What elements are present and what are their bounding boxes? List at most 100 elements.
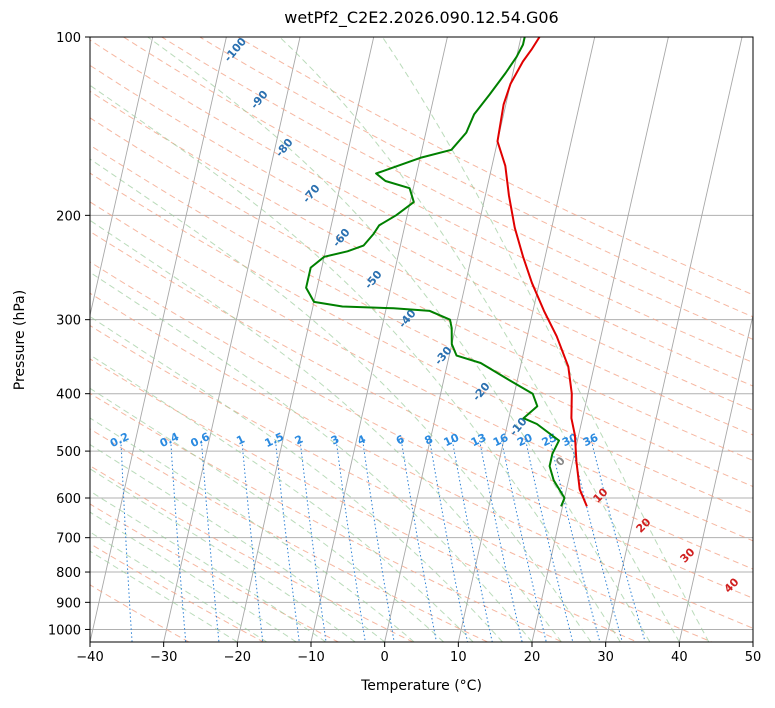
moist-adiabat-label: 20 [634,515,654,535]
y-axis-label: Pressure (hPa) [12,289,28,391]
dry-adiabat [90,230,753,570]
y-tick-label: 500 [56,445,81,460]
mixing-ratio-line [429,440,469,642]
mixing-ratio-line [120,440,133,642]
mixing-ratio-line [451,440,493,642]
mixing-ratio-line [400,440,437,642]
plot-area: 0.1 0.2 0.4 0.6 1 1.5 2 3 4 6 8 10 13 16 20 25 30 36-100-… [0,37,753,642]
dry-adiabat [90,144,753,488]
dry-adiabat [90,584,190,642]
mixing-ratio-line [200,440,220,642]
x-tick-label: −10 [297,650,324,665]
y-tick-label: 900 [56,596,81,611]
mixing-ratio-label: 1.5 [263,430,286,450]
mixing-ratio-label: 3 [329,433,341,448]
x-tick-label: 50 [745,650,762,665]
mixing-ratio-label: 25 [540,431,559,449]
mixing-ratio-label: 2 [293,433,305,448]
mixing-ratio-line [362,440,395,642]
y-tick-label: 100 [56,31,81,46]
moist-adiabat [90,271,533,642]
isotherm-line [163,37,301,642]
moist-adiabat [90,490,326,642]
dry-adiabat-label: -60 [330,226,353,250]
mixing-ratio-line [590,440,646,642]
isotherm-line [457,37,596,642]
mixing-ratio-label: 6 [394,432,407,447]
dry-adiabat [90,358,639,642]
mixing-ratio-line [525,440,574,642]
moist-adiabat [90,550,238,642]
dry-adiabat [90,172,753,514]
y-tick-label: 700 [56,532,81,547]
dry-adiabat [198,37,753,318]
isotherm-line [531,37,669,642]
y-tick-label: 800 [56,566,81,581]
dry-adiabat [90,64,753,411]
moist-adiabat [381,37,710,642]
mixing-ratio-line [335,440,366,642]
mixing-ratio-line [501,440,547,642]
x-tick-label: −20 [224,650,251,665]
mixing-ratio-label: 36 [581,431,601,449]
moist-adiabat [90,387,444,642]
mixing-ratio-line [570,440,623,642]
y-tick-label: 1000 [48,623,81,638]
moist-adiabat [90,511,297,642]
dry-adiabat [90,324,714,642]
moist-adiabat [146,37,651,642]
isotherm-line [310,37,448,642]
dry-adiabat [90,261,753,599]
y-tick-label: 400 [56,388,81,403]
chart-title: wetPf2_C2E2.2026.090.12.54.G06 [284,8,559,27]
dry-adiabat-label: -80 [273,136,296,160]
mixing-ratio-line [299,440,327,642]
mixing-ratio-label: 13 [469,431,488,449]
dry-adiabat [90,465,415,642]
dry-adiabat [160,37,753,340]
isotherm-line [605,37,743,642]
x-tick-label: 0 [381,650,389,665]
mixing-ratio-label: 10 [442,431,462,449]
dry-adiabat [90,543,265,642]
mixing-ratio-label: 20 [515,431,535,449]
moist-adiabat [278,37,680,642]
isotherm-line [90,37,227,642]
y-tick-label: 200 [56,209,81,224]
moist-adiabat [90,219,562,642]
moist-adiabat-label: 10 [591,485,611,505]
isotherm-line [0,37,5,642]
dewpoint-line [305,37,566,507]
dry-adiabat [90,39,753,387]
moist-adiabat [90,468,356,642]
dry-adiabat [237,37,753,296]
moist-adiabat [90,84,621,642]
dry-adiabat [90,503,340,642]
isotherm-line [752,639,753,642]
x-tick-label: −40 [76,650,103,665]
x-tick-label: 30 [597,650,614,665]
y-tick-label: 300 [56,314,81,329]
isotherm-line [90,37,154,318]
x-axis-label: Temperature (°C) [361,678,482,694]
dry-adiabat-label: -70 [300,182,323,206]
moist-adiabat [90,158,592,642]
mixing-ratio-label: 30 [560,431,580,449]
plot-frame [89,36,754,643]
x-tick-label: 10 [450,650,467,665]
mixing-ratio-label: 8 [423,433,435,448]
moist-adiabat-label: 30 [678,545,698,565]
mixing-ratio-line [275,440,300,642]
isotherm-line [678,313,753,642]
isotherm-line [236,37,375,642]
mixing-ratio-line [549,440,601,642]
dry-adiabat [122,37,753,364]
dry-adiabat [90,117,753,462]
dry-adiabat [90,428,489,642]
moist-adiabat [90,354,474,642]
x-tick-label: 40 [671,650,688,665]
y-tick-label: 600 [56,492,81,507]
dry-adiabat-label: -50 [362,268,385,292]
dry-adiabat [90,90,753,436]
